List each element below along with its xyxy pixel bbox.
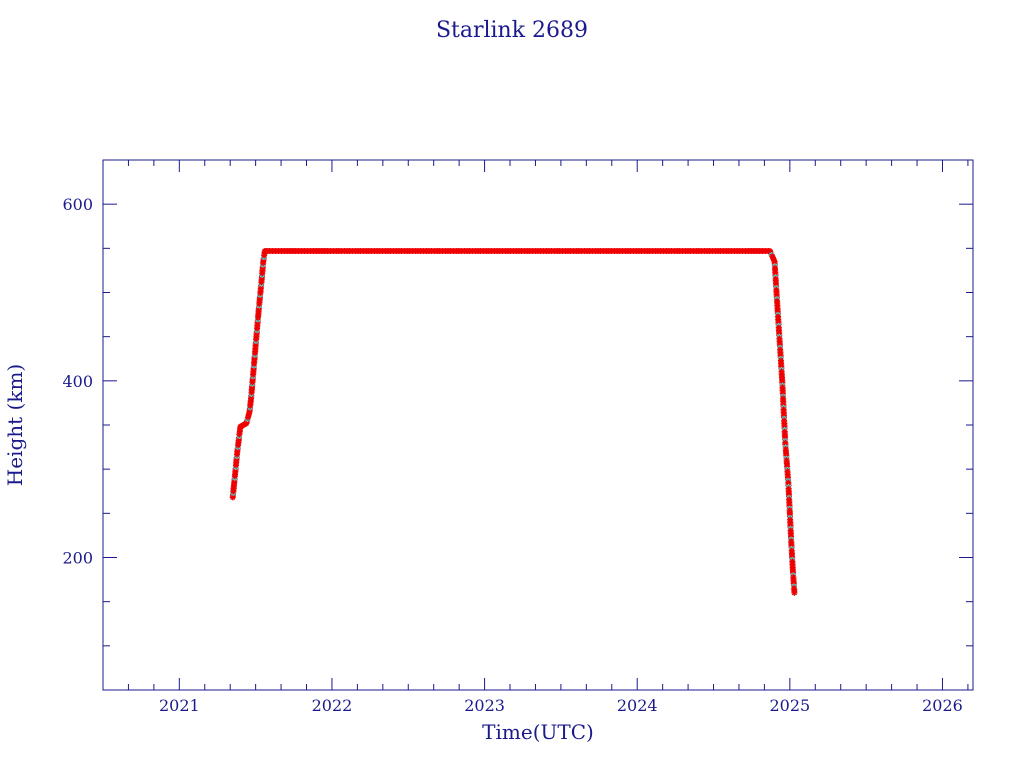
y-tick-label: 200 (62, 549, 93, 568)
y-axis-label: Height (km) (3, 364, 27, 486)
y-tick-label: 400 (62, 372, 93, 391)
x-tick-label: 2025 (769, 696, 810, 715)
x-axis-label: Time(UTC) (482, 720, 594, 744)
x-tick-label: 2021 (159, 696, 200, 715)
x-tick-label: 2023 (464, 696, 505, 715)
x-tick-label: 2022 (312, 696, 353, 715)
data-points (229, 247, 798, 596)
chart-title: Starlink 2689 (436, 18, 588, 43)
x-tick-label: 2026 (922, 696, 963, 715)
y-tick-label: 600 (62, 195, 93, 214)
x-tick-label: 2024 (617, 696, 658, 715)
data-point (791, 589, 798, 596)
plot-frame (102, 159, 974, 691)
series-line (232, 250, 796, 593)
axis-tick-labels: 2021 2022 2023 2024 2025 2026 200 400 600 (62, 195, 962, 715)
axis-ticks (102, 159, 973, 691)
